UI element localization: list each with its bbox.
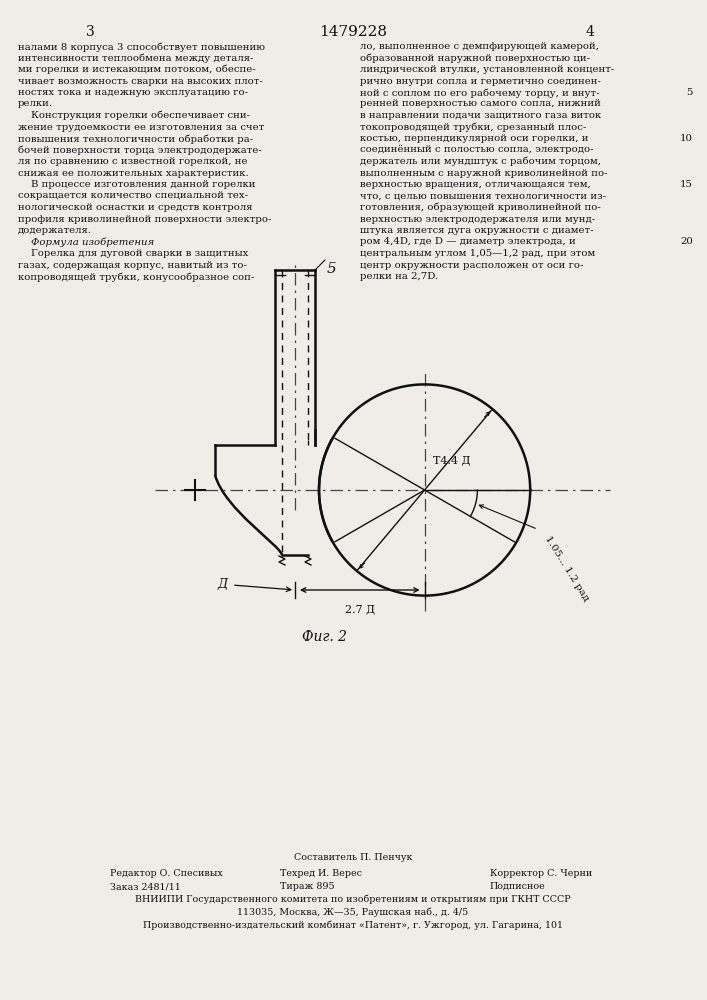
Text: штука является дуга окружности с диамет-: штука является дуга окружности с диамет- — [360, 226, 593, 235]
Text: ром 4,4D, где D — диаметр электрода, и: ром 4,4D, где D — диаметр электрода, и — [360, 237, 575, 246]
Text: Производственно-издательский комбинат «Патент», г. Ужгород, ул. Гагарина, 101: Производственно-издательский комбинат «П… — [143, 920, 563, 930]
Text: 15: 15 — [680, 180, 693, 189]
Text: интенсивности теплообмена между деталя-: интенсивности теплообмена между деталя- — [18, 53, 253, 63]
Text: Горелка для дуговой сварки в защитных: Горелка для дуговой сварки в защитных — [18, 249, 248, 258]
Text: снижая ее положительных характеристик.: снижая ее положительных характеристик. — [18, 168, 249, 178]
Text: держатель или мундштук с рабочим торцом,: держатель или мундштук с рабочим торцом, — [360, 157, 601, 166]
Text: релки.: релки. — [18, 100, 53, 108]
Text: повышения технологичности обработки ра-: повышения технологичности обработки ра- — [18, 134, 253, 143]
Text: 113035, Москва, Ж—35, Раушская наб., д. 4/5: 113035, Москва, Ж—35, Раушская наб., д. … — [238, 908, 469, 917]
Text: что, с целью повышения технологичности из-: что, с целью повышения технологичности и… — [360, 192, 606, 200]
Text: костью, перпендикулярной оси горелки, и: костью, перпендикулярной оси горелки, и — [360, 134, 588, 143]
Text: 2.7 Д: 2.7 Д — [345, 604, 375, 614]
Text: 5: 5 — [327, 262, 337, 276]
Text: центральным углом 1,05—1,2 рад, при этом: центральным углом 1,05—1,2 рад, при этом — [360, 249, 595, 258]
Text: ми горелки и истекающим потоком, обеспе-: ми горелки и истекающим потоком, обеспе- — [18, 65, 256, 75]
Text: налами 8 корпуса 3 способствует повышению: налами 8 корпуса 3 способствует повышени… — [18, 42, 265, 51]
Text: Формула изобретения: Формула изобретения — [18, 237, 154, 247]
Text: верхностью электрододержателя или мунд-: верхностью электрододержателя или мунд- — [360, 215, 595, 224]
Text: выполненным с наружной криволинейной по-: выполненным с наружной криволинейной по- — [360, 168, 607, 178]
Text: нологической оснастки и средств контроля: нологической оснастки и средств контроля — [18, 203, 252, 212]
Text: В процессе изготовления данной горелки: В процессе изготовления данной горелки — [18, 180, 255, 189]
Text: Редактор О. Спесивых: Редактор О. Спесивых — [110, 869, 223, 878]
Text: ВНИИПИ Государственного комитета по изобретениям и открытиям при ГКНТ СССР: ВНИИПИ Государственного комитета по изоб… — [135, 894, 571, 904]
Text: Составитель П. Пенчук: Составитель П. Пенчук — [293, 853, 412, 862]
Text: Подписное: Подписное — [490, 882, 546, 891]
Text: сокращается количество специальной тех-: сокращается количество специальной тех- — [18, 192, 248, 200]
Text: чивает возможность сварки на высоких плот-: чивает возможность сварки на высоких пло… — [18, 77, 263, 86]
Text: Техред И. Верес: Техред И. Верес — [280, 869, 362, 878]
Text: ной с соплом по его рабочему торцу, и внут-: ной с соплом по его рабочему торцу, и вн… — [360, 88, 600, 98]
Text: 10: 10 — [680, 134, 693, 143]
Text: ля по сравнению с известной горелкой, не: ля по сравнению с известной горелкой, не — [18, 157, 247, 166]
Text: Конструкция горелки обеспечивает сни-: Конструкция горелки обеспечивает сни- — [18, 111, 250, 120]
Text: рично внутри сопла и герметично соединен-: рично внутри сопла и герметично соединен… — [360, 77, 601, 86]
Text: ренней поверхностью самого сопла, нижний: ренней поверхностью самого сопла, нижний — [360, 100, 601, 108]
Text: профиля криволинейной поверхности электро-: профиля криволинейной поверхности электр… — [18, 215, 271, 224]
Text: Фиг. 2: Фиг. 2 — [303, 630, 348, 644]
Text: ло, выполненное с демпфирующей камерой,: ло, выполненное с демпфирующей камерой, — [360, 42, 599, 51]
Text: соединённый с полостью сопла, электродо-: соединённый с полостью сопла, электродо- — [360, 145, 593, 154]
Text: релки на 2,7D.: релки на 2,7D. — [360, 272, 438, 281]
Text: копроводящей трубки, конусообразное соп-: копроводящей трубки, конусообразное соп- — [18, 272, 255, 282]
Text: токопроводящей трубки, срезанный плос-: токопроводящей трубки, срезанный плос- — [360, 122, 586, 132]
Text: Д: Д — [218, 578, 228, 591]
Text: 20: 20 — [680, 237, 693, 246]
Text: линдрической втулки, установленной концент-: линдрической втулки, установленной конце… — [360, 65, 614, 74]
Text: жение трудоемкости ее изготовления за счет: жение трудоемкости ее изготовления за сч… — [18, 122, 264, 131]
Text: 3: 3 — [86, 25, 94, 39]
Text: Тираж 895: Тираж 895 — [280, 882, 334, 891]
Text: в направлении подачи защитного газа виток: в направлении подачи защитного газа вито… — [360, 111, 601, 120]
Text: Т4.4 Д: Т4.4 Д — [433, 455, 470, 465]
Text: додержателя.: додержателя. — [18, 226, 92, 235]
Text: 1479228: 1479228 — [319, 25, 387, 39]
Text: готовления, образующей криволинейной по-: готовления, образующей криволинейной по- — [360, 203, 601, 213]
Text: 5: 5 — [686, 88, 693, 97]
Text: 1.05... 1.2 рад: 1.05... 1.2 рад — [543, 534, 590, 603]
Text: центр окружности расположен от оси го-: центр окружности расположен от оси го- — [360, 260, 583, 269]
Text: Корректор С. Черни: Корректор С. Черни — [490, 869, 592, 878]
Text: 4: 4 — [585, 25, 595, 39]
Text: газах, содержащая корпус, навитый из то-: газах, содержащая корпус, навитый из то- — [18, 260, 247, 269]
Text: бочей поверхности торца электрододержате-: бочей поверхности торца электрододержате… — [18, 145, 262, 155]
Text: образованной наружной поверхностью ци-: образованной наружной поверхностью ци- — [360, 53, 590, 63]
Text: ностях тока и надежную эксплуатацию го-: ностях тока и надежную эксплуатацию го- — [18, 88, 248, 97]
Text: Заказ 2481/11: Заказ 2481/11 — [110, 882, 181, 891]
Text: верхностью вращения, отличающаяся тем,: верхностью вращения, отличающаяся тем, — [360, 180, 591, 189]
